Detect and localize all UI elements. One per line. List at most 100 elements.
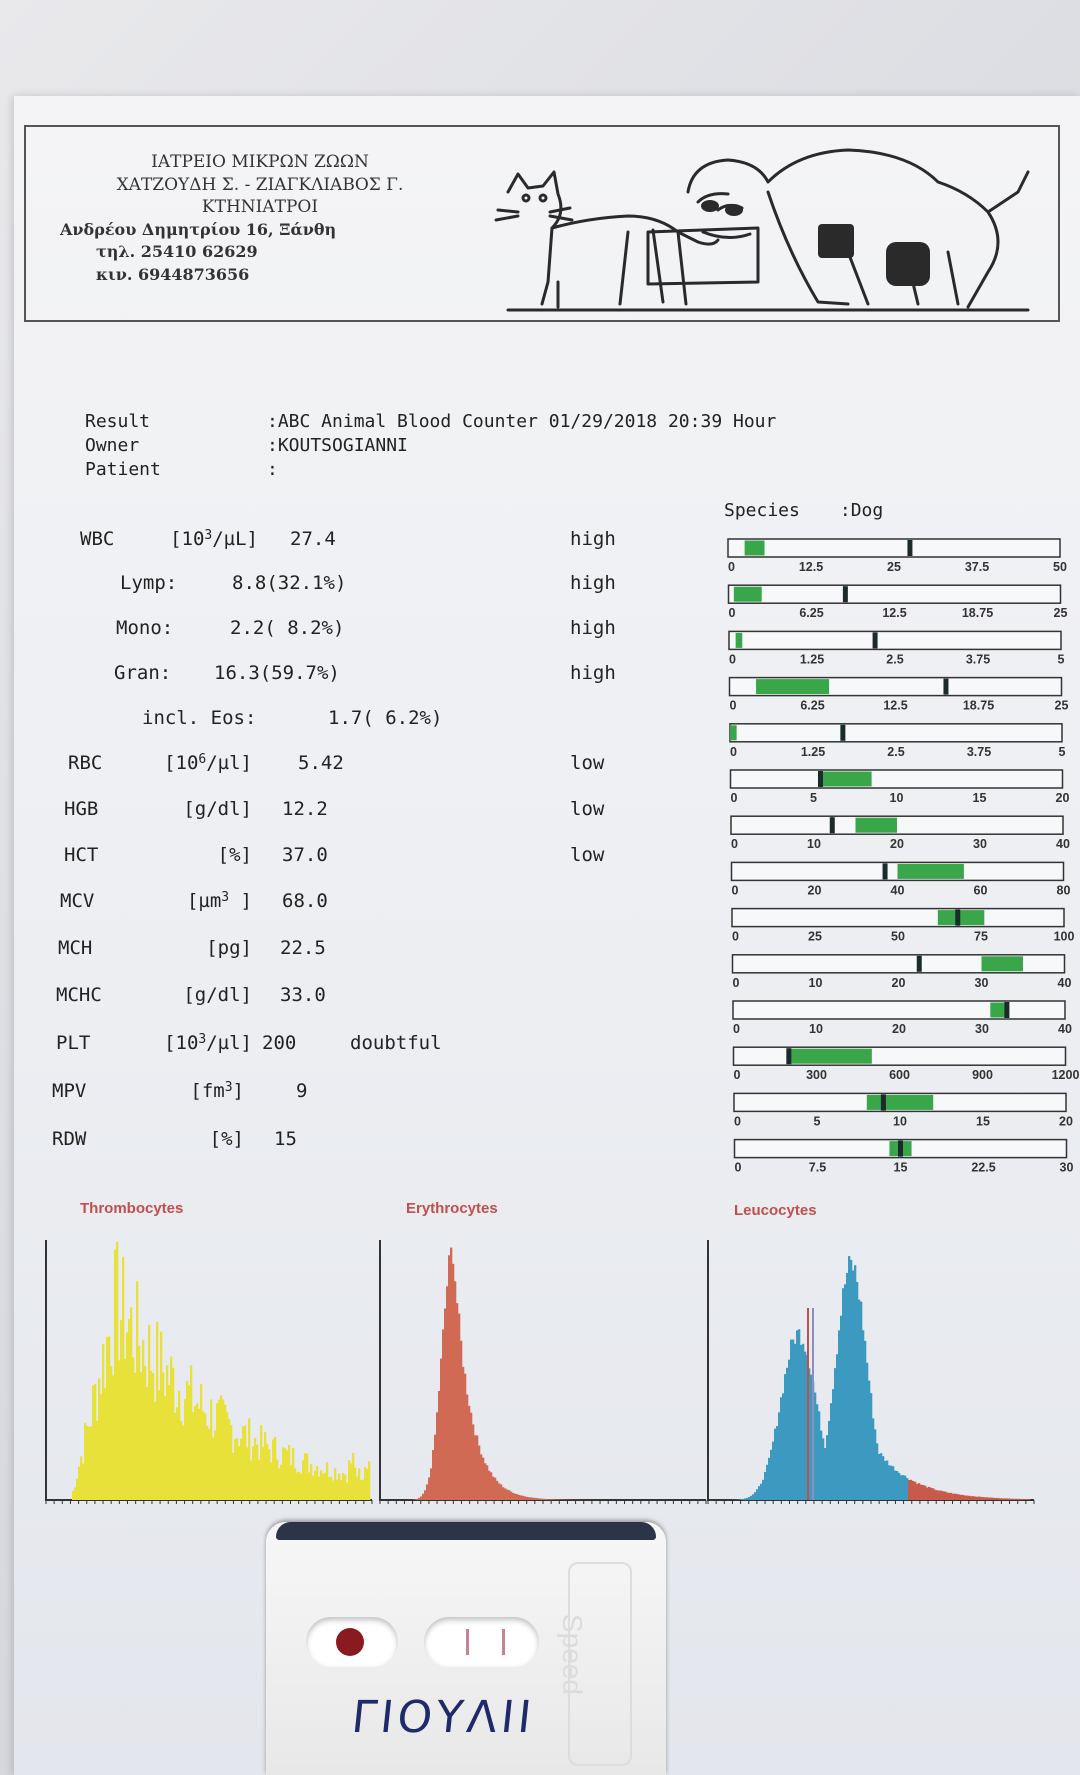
- erythrocytes-bar: [448, 1255, 451, 1500]
- tick-label: 0: [734, 1068, 741, 1082]
- thrombocytes-bar: [148, 1324, 151, 1500]
- range-frame: [732, 1046, 1067, 1066]
- unit-base: [10: [164, 752, 199, 774]
- value-marker: [916, 955, 922, 972]
- thrombocytes-bar: [130, 1307, 133, 1500]
- reference-range: [744, 540, 765, 556]
- thrombocytes-bar: [232, 1452, 235, 1500]
- erythrocytes-bar: [468, 1405, 471, 1500]
- leucocytes-bar: [868, 1380, 871, 1500]
- result-flag: low: [570, 844, 605, 866]
- species-value: :Dog: [839, 500, 884, 521]
- erythrocytes-bar: [528, 1497, 531, 1500]
- thrombocytes-bar: [162, 1372, 165, 1500]
- leucocytes-bar: [980, 1496, 983, 1500]
- tick-label: 15: [894, 1161, 908, 1175]
- thrombocytes-bar: [368, 1461, 371, 1500]
- leucocytes-bar: [890, 1465, 893, 1500]
- tick-label: 0: [729, 652, 736, 666]
- range-scale: 0 1.25 2.5 3.75 5: [729, 723, 1066, 759]
- leucocytes-bar: [1012, 1498, 1015, 1500]
- cartridge-top-strip: [276, 1522, 656, 1540]
- result-flag: low: [570, 752, 605, 774]
- leucocytes-bar: [788, 1359, 791, 1500]
- leucocytes-bar: [962, 1494, 965, 1500]
- tick-label: 0: [731, 791, 738, 805]
- tick-label: 18.75: [963, 699, 994, 713]
- leucocytes-bar: [800, 1344, 803, 1500]
- erythrocytes-bar: [414, 1499, 417, 1500]
- thrombocytes-bar: [106, 1336, 109, 1500]
- owner-value: :KOUTSOGIANNI: [267, 435, 408, 456]
- reference-range: [897, 863, 964, 879]
- result-value: 37.0: [282, 844, 328, 866]
- leucocytes-bar: [870, 1393, 873, 1500]
- leucocytes-bar: [794, 1343, 797, 1500]
- thrombocytes-bar: [218, 1399, 221, 1500]
- leucocytes-bar: [782, 1393, 785, 1500]
- thrombocytes-bar: [186, 1380, 189, 1500]
- result-row: Mono: 2.2( 8.2%) high: [0, 617, 700, 643]
- range-scale: 0 6.25 12.5 18.75 25: [728, 676, 1069, 713]
- leucocytes-bar: [796, 1330, 799, 1500]
- thrombocytes-bar: [112, 1375, 115, 1500]
- thrombocytes-bar: [304, 1453, 307, 1500]
- erythrocytes-bar: [526, 1496, 529, 1500]
- range-scale: 0 6.25 12.5 18.75 25: [727, 584, 1067, 620]
- thrombocytes-bar: [320, 1470, 323, 1500]
- thrombocytes-bar: [226, 1412, 229, 1500]
- result-label: incl. Eos:: [142, 707, 257, 729]
- leucocytes-bar: [842, 1288, 845, 1500]
- leucocytes-bar: [1018, 1498, 1021, 1500]
- erythrocytes-bar: [490, 1472, 493, 1500]
- result-label: MCH: [58, 937, 93, 959]
- thrombocytes-bar: [150, 1370, 153, 1500]
- thrombocytes-bar: [296, 1472, 299, 1500]
- range-scale: 0 12.5 25 37.5 50: [727, 538, 1067, 574]
- thrombocytes-bar: [168, 1385, 171, 1500]
- owner-label: Owner: [85, 435, 140, 456]
- result-value: 9: [296, 1080, 308, 1102]
- tick-label: 25: [1055, 699, 1069, 713]
- thrombocytes-bar: [158, 1390, 161, 1500]
- erythrocytes-bar: [428, 1477, 431, 1500]
- erythrocytes-bar: [540, 1498, 543, 1500]
- erythrocytes-bar: [442, 1329, 445, 1500]
- leucocytes-bar: [876, 1443, 879, 1500]
- thrombocytes-bar: [184, 1399, 187, 1500]
- thrombocytes-bar: [228, 1419, 231, 1500]
- thrombocytes-bar: [274, 1436, 277, 1500]
- leucocytes-bar: [852, 1270, 855, 1500]
- leucocytes-bar: [774, 1428, 777, 1500]
- thrombocytes-bar: [324, 1472, 327, 1500]
- leucocytes-bar: [748, 1497, 751, 1500]
- thrombocytes-bar: [334, 1468, 337, 1500]
- erythrocytes-bar: [520, 1495, 523, 1500]
- thrombocytes-bar: [328, 1477, 331, 1500]
- leucocytes-bar: [822, 1438, 825, 1500]
- test-cartridge: Speed ΓΙΟΥΛΙΙ: [266, 1522, 666, 1775]
- letterhead-box: [24, 125, 1060, 322]
- leucocytes-bar: [754, 1492, 757, 1500]
- erythrocytes-bar: [420, 1496, 423, 1500]
- thrombocytes-bar: [178, 1390, 181, 1500]
- thrombocytes-bar: [298, 1471, 301, 1500]
- tick-label: 0: [734, 1114, 741, 1128]
- leucocytes-bar: [958, 1494, 961, 1500]
- result-row: PLT [103/µl] 200 doubtful: [0, 1032, 700, 1058]
- erythrocytes-bar: [506, 1489, 509, 1500]
- unit-suffix: /µl]: [206, 752, 252, 774]
- erythrocytes-bar: [424, 1490, 427, 1500]
- thrombocytes-bar: [366, 1468, 369, 1500]
- leucocytes-bar: [810, 1374, 813, 1500]
- leucocytes-bar: [744, 1498, 747, 1500]
- leucocytes-bar: [900, 1475, 903, 1500]
- sample-well: [306, 1617, 398, 1667]
- tick-label: 20: [808, 883, 822, 897]
- thrombocytes-bar: [318, 1476, 321, 1500]
- erythrocytes-bar: [480, 1454, 483, 1500]
- leucocytes-bar: [904, 1475, 907, 1500]
- tick-label: 15: [973, 791, 987, 805]
- leucocytes-bar: [776, 1426, 779, 1500]
- erythrocytes-bar: [536, 1498, 539, 1500]
